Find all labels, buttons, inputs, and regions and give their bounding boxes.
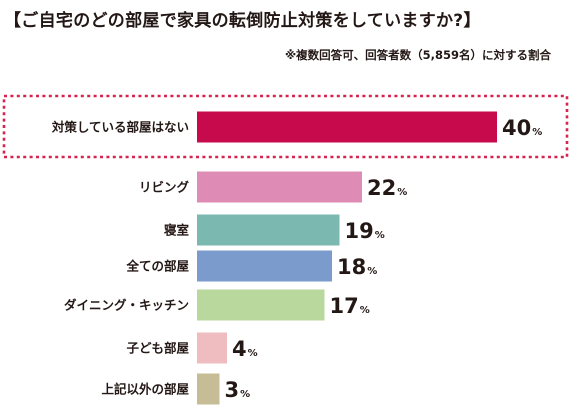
chart-title: 【ご自宅のどの部屋で家具の転倒防止対策をしていますか?】	[4, 11, 481, 31]
category-label: リビング	[139, 180, 190, 195]
value-label: 17%	[330, 294, 370, 318]
category-label: ダイニング・キッチン	[64, 298, 189, 313]
value-label: 18%	[337, 255, 377, 279]
value-label: 3%	[225, 378, 251, 402]
bar	[197, 111, 497, 143]
category-label: 寝室	[164, 223, 190, 238]
value-label: 40%	[502, 116, 542, 140]
category-label: 上記以外の部屋	[101, 382, 189, 397]
bar	[197, 214, 340, 246]
bar	[197, 289, 325, 321]
bar	[197, 332, 227, 364]
category-label: 全ての部屋	[125, 259, 189, 274]
bar	[197, 250, 332, 282]
value-label: 22%	[367, 176, 407, 200]
bar	[197, 171, 362, 203]
respondent-note: ※複数回答可、回答者数（5,859名）に対する割合	[284, 48, 551, 62]
bar	[197, 373, 220, 405]
value-label: 4%	[232, 337, 258, 361]
value-label: 19%	[345, 219, 385, 243]
category-label: 対策している部屋はない	[51, 120, 189, 135]
highlight-frame	[2, 94, 569, 159]
category-label: 子ども部屋	[126, 341, 189, 356]
